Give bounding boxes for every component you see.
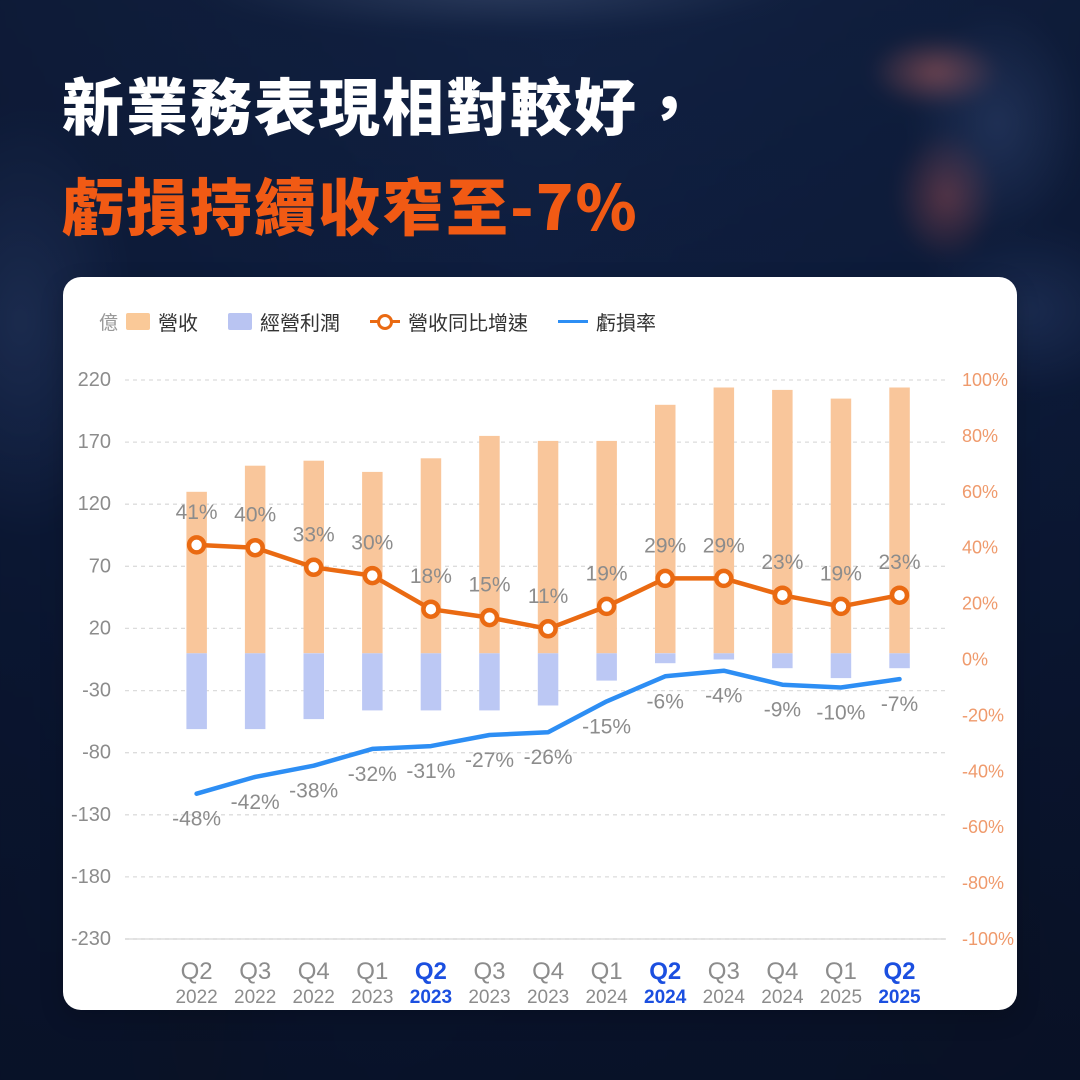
svg-text:80%: 80% xyxy=(962,426,998,446)
svg-text:-32%: -32% xyxy=(348,763,397,786)
svg-text:Q4: Q4 xyxy=(298,958,330,985)
svg-text:2024: 2024 xyxy=(761,987,804,1008)
svg-text:Q2: Q2 xyxy=(181,958,213,985)
svg-text:2023: 2023 xyxy=(410,987,452,1008)
svg-text:Q3: Q3 xyxy=(473,958,505,985)
svg-text:60%: 60% xyxy=(962,482,998,502)
svg-text:Q2: Q2 xyxy=(649,958,681,985)
svg-text:-38%: -38% xyxy=(289,780,338,803)
svg-text:29%: 29% xyxy=(703,534,745,557)
svg-text:100%: 100% xyxy=(962,370,1008,390)
svg-text:2022: 2022 xyxy=(175,987,217,1008)
svg-text:Q2: Q2 xyxy=(415,958,447,985)
svg-text:-15%: -15% xyxy=(582,715,631,738)
svg-text:Q1: Q1 xyxy=(356,958,388,985)
svg-text:Q3: Q3 xyxy=(708,958,740,985)
svg-text:23%: 23% xyxy=(878,551,920,574)
svg-text:-6%: -6% xyxy=(647,690,684,713)
svg-text:-40%: -40% xyxy=(962,761,1004,781)
svg-text:41%: 41% xyxy=(176,501,218,524)
svg-text:18%: 18% xyxy=(410,565,452,588)
svg-text:-20%: -20% xyxy=(962,705,1004,725)
svg-text:Q1: Q1 xyxy=(825,958,857,985)
svg-text:20: 20 xyxy=(89,617,111,639)
svg-text:15%: 15% xyxy=(468,574,510,597)
svg-text:Q3: Q3 xyxy=(239,958,271,985)
svg-text:2024: 2024 xyxy=(585,987,628,1008)
svg-text:-180: -180 xyxy=(71,866,111,888)
svg-text:2023: 2023 xyxy=(351,987,393,1008)
svg-text:Q4: Q4 xyxy=(766,958,798,985)
svg-text:170: 170 xyxy=(78,431,111,453)
svg-text:120: 120 xyxy=(78,493,111,515)
svg-text:2023: 2023 xyxy=(468,987,510,1008)
svg-text:2025: 2025 xyxy=(878,987,921,1008)
svg-text:-9%: -9% xyxy=(764,699,801,722)
svg-text:-230: -230 xyxy=(71,928,111,950)
svg-text:2025: 2025 xyxy=(820,987,862,1008)
svg-text:40%: 40% xyxy=(234,504,276,527)
svg-text:70: 70 xyxy=(89,555,111,577)
svg-text:2023: 2023 xyxy=(527,987,569,1008)
svg-text:2022: 2022 xyxy=(234,987,276,1008)
svg-text:-26%: -26% xyxy=(524,746,573,769)
svg-text:Q4: Q4 xyxy=(532,958,564,985)
svg-text:-130: -130 xyxy=(71,804,111,826)
svg-text:-80: -80 xyxy=(82,742,111,764)
svg-text:30%: 30% xyxy=(351,532,393,555)
svg-text:-4%: -4% xyxy=(705,685,742,708)
svg-text:220: 220 xyxy=(78,369,111,391)
svg-text:-30: -30 xyxy=(82,680,111,702)
svg-text:2024: 2024 xyxy=(644,987,687,1008)
svg-text:-60%: -60% xyxy=(962,817,1004,837)
svg-text:29%: 29% xyxy=(644,534,686,557)
svg-text:-10%: -10% xyxy=(816,702,865,725)
svg-text:-7%: -7% xyxy=(881,693,918,716)
svg-text:-31%: -31% xyxy=(406,760,455,783)
svg-text:0%: 0% xyxy=(962,650,988,670)
svg-text:-42%: -42% xyxy=(231,791,280,814)
svg-text:11%: 11% xyxy=(528,585,568,608)
svg-text:-27%: -27% xyxy=(465,749,514,772)
svg-text:20%: 20% xyxy=(962,594,998,614)
svg-text:2024: 2024 xyxy=(703,987,746,1008)
svg-text:Q2: Q2 xyxy=(883,958,915,985)
svg-text:-48%: -48% xyxy=(172,808,221,831)
svg-text:40%: 40% xyxy=(962,538,998,558)
svg-text:2022: 2022 xyxy=(293,987,335,1008)
svg-text:-100%: -100% xyxy=(962,929,1014,949)
svg-text:Q1: Q1 xyxy=(591,958,623,985)
svg-text:19%: 19% xyxy=(820,562,862,585)
svg-text:33%: 33% xyxy=(293,523,335,546)
svg-text:23%: 23% xyxy=(761,551,803,574)
svg-text:-80%: -80% xyxy=(962,873,1004,893)
svg-text:19%: 19% xyxy=(586,562,628,585)
